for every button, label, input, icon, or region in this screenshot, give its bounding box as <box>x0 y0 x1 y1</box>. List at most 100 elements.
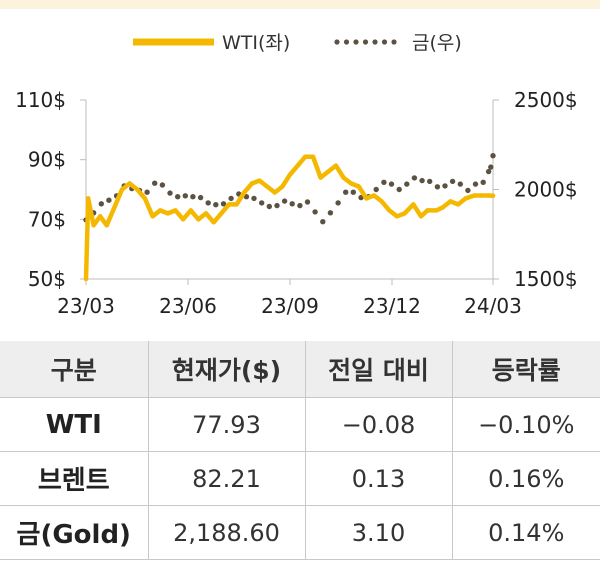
row-label: WTI <box>0 397 148 452</box>
wti-point <box>249 181 255 186</box>
wti-point <box>434 208 439 213</box>
wti-point <box>196 217 201 222</box>
wti-point <box>98 214 103 219</box>
wti-point <box>333 163 339 168</box>
gold-point <box>152 180 158 186</box>
x-tick-label: 23/09 <box>261 294 319 318</box>
right-tick-label: 2500$ <box>514 88 578 112</box>
gold-point <box>98 201 105 207</box>
wti-point <box>448 199 453 204</box>
series-layer <box>83 153 496 282</box>
gold-point <box>388 181 395 187</box>
x-tick-label: 23/06 <box>159 294 217 318</box>
wti-point <box>158 208 163 213</box>
legend-gold-dot <box>362 39 369 45</box>
x-tick-label: 24/03 <box>464 294 522 318</box>
x-axis-ticks: 23/03 23/06 23/09 23/12 24/03 <box>57 279 522 318</box>
gold-point <box>488 164 494 170</box>
gold-point <box>259 200 265 206</box>
right-tick-label: 2000$ <box>514 178 578 202</box>
wti-point <box>371 193 377 198</box>
gold-point <box>485 168 492 175</box>
gold-point <box>381 179 387 185</box>
gold-point <box>449 178 456 185</box>
wti-point <box>142 196 148 201</box>
wti-point <box>86 196 91 201</box>
wti-point <box>341 175 346 180</box>
cell-day-change: 3.10 <box>304 505 452 560</box>
wti-point <box>394 214 400 219</box>
wti-point <box>411 202 416 207</box>
left-y-axis-ticks: 110$ 90$ 70$ 50$ <box>15 88 86 291</box>
chart-legend: WTI(좌) 금(우) <box>133 32 462 54</box>
wti-point <box>478 193 484 198</box>
wti-point <box>203 211 209 216</box>
wti-point <box>226 202 232 207</box>
table-row: 브렌트 82.21 0.13 0.16% <box>0 451 600 506</box>
wti-point <box>173 208 178 213</box>
wti-point <box>356 184 361 189</box>
wti-point <box>165 211 170 216</box>
gold-point <box>159 182 166 188</box>
gold-point <box>427 178 433 185</box>
wti-point <box>486 193 491 198</box>
gold-point <box>297 202 303 209</box>
cell-current-price: 77.93 <box>147 397 305 452</box>
cell-change-rate: −0.10% <box>451 397 600 452</box>
cell-day-change: −0.08 <box>304 397 452 452</box>
wti-point <box>463 196 468 201</box>
gold-point <box>335 200 341 206</box>
wti-point <box>135 187 140 192</box>
cell-day-change: 0.13 <box>304 451 452 506</box>
top-accent-bar <box>0 0 600 9</box>
legend-wti-label: WTI(좌) <box>222 32 290 54</box>
gold-point <box>320 219 326 225</box>
gold-point <box>144 189 150 195</box>
left-tick-label: 70$ <box>28 207 66 231</box>
wti-point <box>91 223 96 228</box>
gold-point <box>106 197 112 203</box>
wti-point <box>287 172 293 177</box>
right-tick-label: 1500$ <box>514 267 578 291</box>
wti-point <box>402 211 407 216</box>
x-tick-label: 23/12 <box>363 294 421 318</box>
legend-gold-dot <box>372 39 378 45</box>
gold-point <box>472 181 479 187</box>
wti-point <box>83 276 89 282</box>
wti-point <box>295 163 300 168</box>
gold-point <box>304 199 311 205</box>
wti-point <box>303 154 308 159</box>
header-change-rate: 등락률 <box>451 341 600 398</box>
gold-point <box>411 175 418 181</box>
wti-point <box>257 178 262 183</box>
gold-point <box>274 202 280 209</box>
wti-point <box>318 175 323 180</box>
x-tick-label: 23/03 <box>57 294 115 318</box>
series-wti-points <box>83 154 496 282</box>
wti-point <box>242 190 247 195</box>
legend-gold-dot <box>334 39 340 45</box>
legend-gold-dot <box>353 39 359 45</box>
wti-point <box>455 202 461 207</box>
wti-point <box>219 211 224 216</box>
row-label: 브렌트 <box>0 451 148 506</box>
cell-current-price: 82.21 <box>147 451 305 506</box>
wti-point <box>418 214 424 219</box>
gold-point <box>480 179 486 185</box>
wti-point <box>272 190 277 195</box>
plot-frame <box>85 100 494 280</box>
wti-point <box>264 184 270 189</box>
header-current-price: 현재가($) <box>147 341 305 398</box>
gold-point <box>442 183 448 189</box>
wti-point <box>425 208 430 213</box>
gold-point <box>312 209 318 215</box>
gold-point <box>197 194 204 201</box>
gold-point <box>289 201 295 207</box>
header-day-change: 전일 대비 <box>304 341 452 398</box>
gold-point <box>396 186 402 193</box>
wti-point <box>211 220 216 225</box>
legend-gold-dot <box>381 39 388 45</box>
gold-point <box>281 198 288 204</box>
gold-point <box>251 195 257 202</box>
table-row: 금(Gold) 2,188.60 3.10 0.14% <box>0 505 600 560</box>
